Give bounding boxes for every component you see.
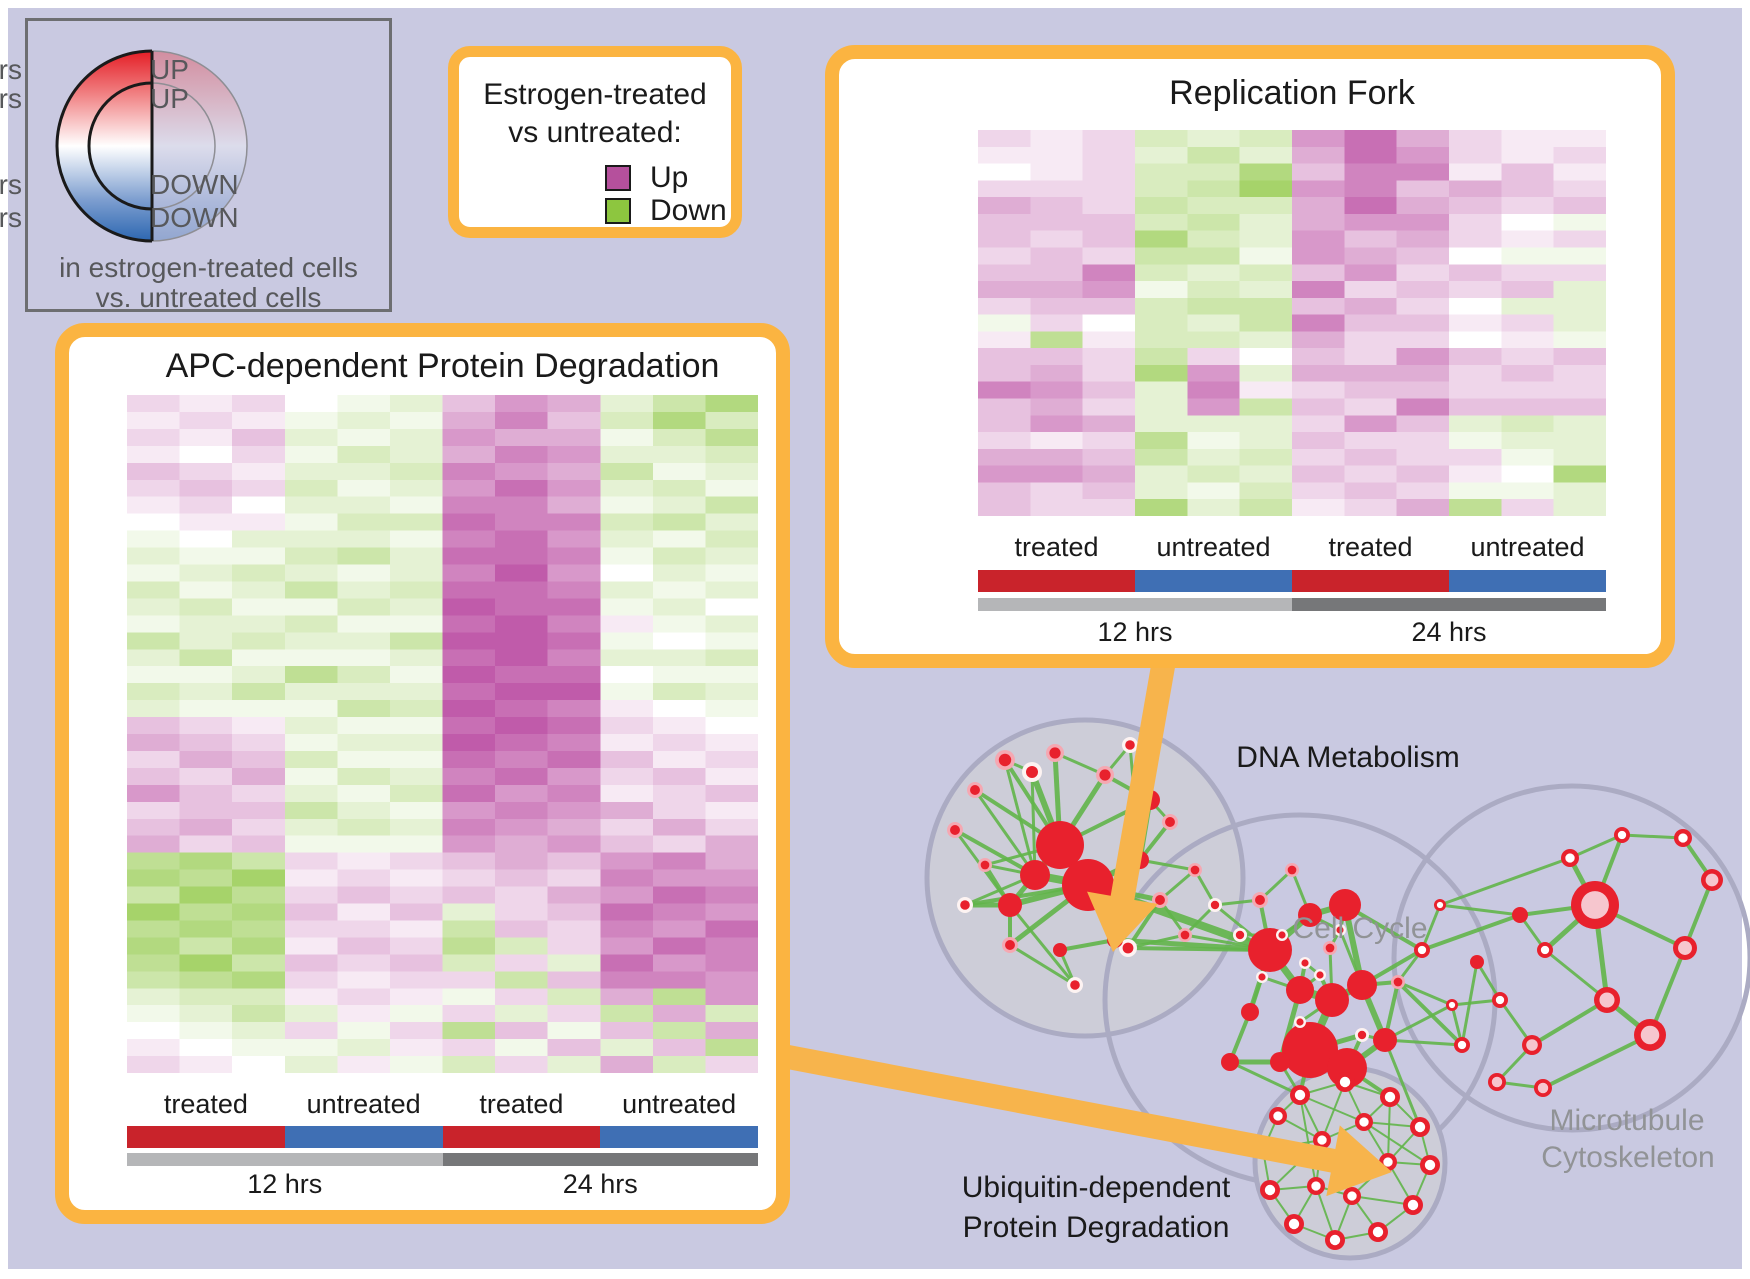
legend-caption-line1: in estrogen-treated cells xyxy=(59,252,358,283)
concentric-circles-icon xyxy=(55,49,248,243)
untreated-bar xyxy=(284,1126,443,1148)
untreated-bar xyxy=(1135,570,1292,592)
legend-dir-up-12: UP xyxy=(150,83,189,114)
rf-group-untreated-12: untreated xyxy=(1156,532,1271,562)
replication-fork-heatmap-panel: Replication Fork treated untreated treat… xyxy=(825,45,1675,668)
up-color-swatch xyxy=(605,165,631,191)
treated-bar xyxy=(978,570,1135,592)
cluster-label-dna-metabolism: DNA Metabolism xyxy=(1236,741,1460,774)
apc-heatmap xyxy=(127,395,758,1073)
apc-panel-title: APC-dependent Protein Degradation xyxy=(165,347,720,385)
untreated-bar xyxy=(1449,570,1606,592)
treated-bar xyxy=(442,1126,601,1148)
time-12-bar xyxy=(978,598,1292,611)
legend-time-12: at 12 hrs xyxy=(0,83,22,114)
legend-dir-down-12: DOWN xyxy=(150,169,239,200)
down-swatch-label: Down xyxy=(650,194,727,227)
legend-dir-down-24: DOWN xyxy=(150,202,239,233)
legend-dir-up-24: UP xyxy=(150,54,189,85)
legend-time-24b: at 24 hrs xyxy=(0,202,22,233)
rf-heatmap xyxy=(978,130,1606,516)
apc-group-untreated-24: untreated xyxy=(622,1089,737,1119)
updown-legend-title-line2: vs untreated: xyxy=(508,116,682,149)
cluster-label-microtubule-line2: Cytoskeleton xyxy=(1541,1141,1715,1174)
down-color-swatch xyxy=(605,198,631,224)
cluster-label-microtubule-line1: Microtubule xyxy=(1549,1104,1705,1137)
node-glyph-legend: UP at 24 hrs UP at 12 hrs DOWN at 12 hrs DO… xyxy=(0,18,392,313)
rf-time-12-label: 12 hrs xyxy=(1097,617,1173,647)
apc-time-bars xyxy=(127,1153,758,1166)
time-24-bar xyxy=(442,1153,758,1166)
rf-group-labels: treated untreated treated untreated xyxy=(978,532,1606,566)
apc-time-24-label: 24 hrs xyxy=(562,1169,638,1199)
apc-group-labels: treated untreated treated untreated xyxy=(127,1089,758,1123)
apc-condition-bars xyxy=(127,1126,758,1148)
rf-group-untreated-24: untreated xyxy=(1470,532,1585,562)
cluster-label-ubiquitin-line1: Ubiquitin-dependent xyxy=(961,1171,1231,1204)
rf-panel-title: Replication Fork xyxy=(1169,74,1415,112)
apc-group-untreated-12: untreated xyxy=(306,1089,421,1119)
rf-group-treated-12: treated xyxy=(1014,532,1099,562)
apc-heatmap-panel: APC-dependent Protein Degradation treate… xyxy=(55,323,790,1224)
updown-legend-title-line1: Estrogen-treated xyxy=(483,78,707,111)
time-24-bar xyxy=(1292,598,1606,611)
apc-time-labels: 12 hrs 24 hrs xyxy=(127,1169,758,1203)
up-swatch-label: Up xyxy=(650,161,689,194)
rf-time-24-label: 24 hrs xyxy=(1411,617,1487,647)
legend-time-24: at 24 hrs xyxy=(0,54,22,85)
treated-bar xyxy=(127,1126,285,1148)
legend-time-12b: at 12 hrs xyxy=(0,169,22,200)
cluster-label-cell-cycle: Cell Cycle xyxy=(1292,912,1428,945)
legend-caption-line2: vs. untreated cells xyxy=(95,282,322,313)
time-12-bar xyxy=(127,1153,443,1166)
apc-group-treated-24: treated xyxy=(479,1089,564,1119)
apc-group-treated-12: treated xyxy=(163,1089,248,1119)
treated-bar xyxy=(1292,570,1449,592)
cluster-label-ubiquitin-line2: Protein Degradation xyxy=(962,1211,1230,1244)
rf-group-treated-24: treated xyxy=(1328,532,1413,562)
rf-time-labels: 12 hrs 24 hrs xyxy=(978,617,1606,651)
rf-condition-bars xyxy=(978,570,1606,592)
rf-time-bars xyxy=(978,598,1606,611)
untreated-bar xyxy=(600,1126,758,1148)
updown-color-legend: Estrogen-treated vs untreated: Up Down xyxy=(448,46,742,238)
apc-time-12-label: 12 hrs xyxy=(247,1169,323,1199)
